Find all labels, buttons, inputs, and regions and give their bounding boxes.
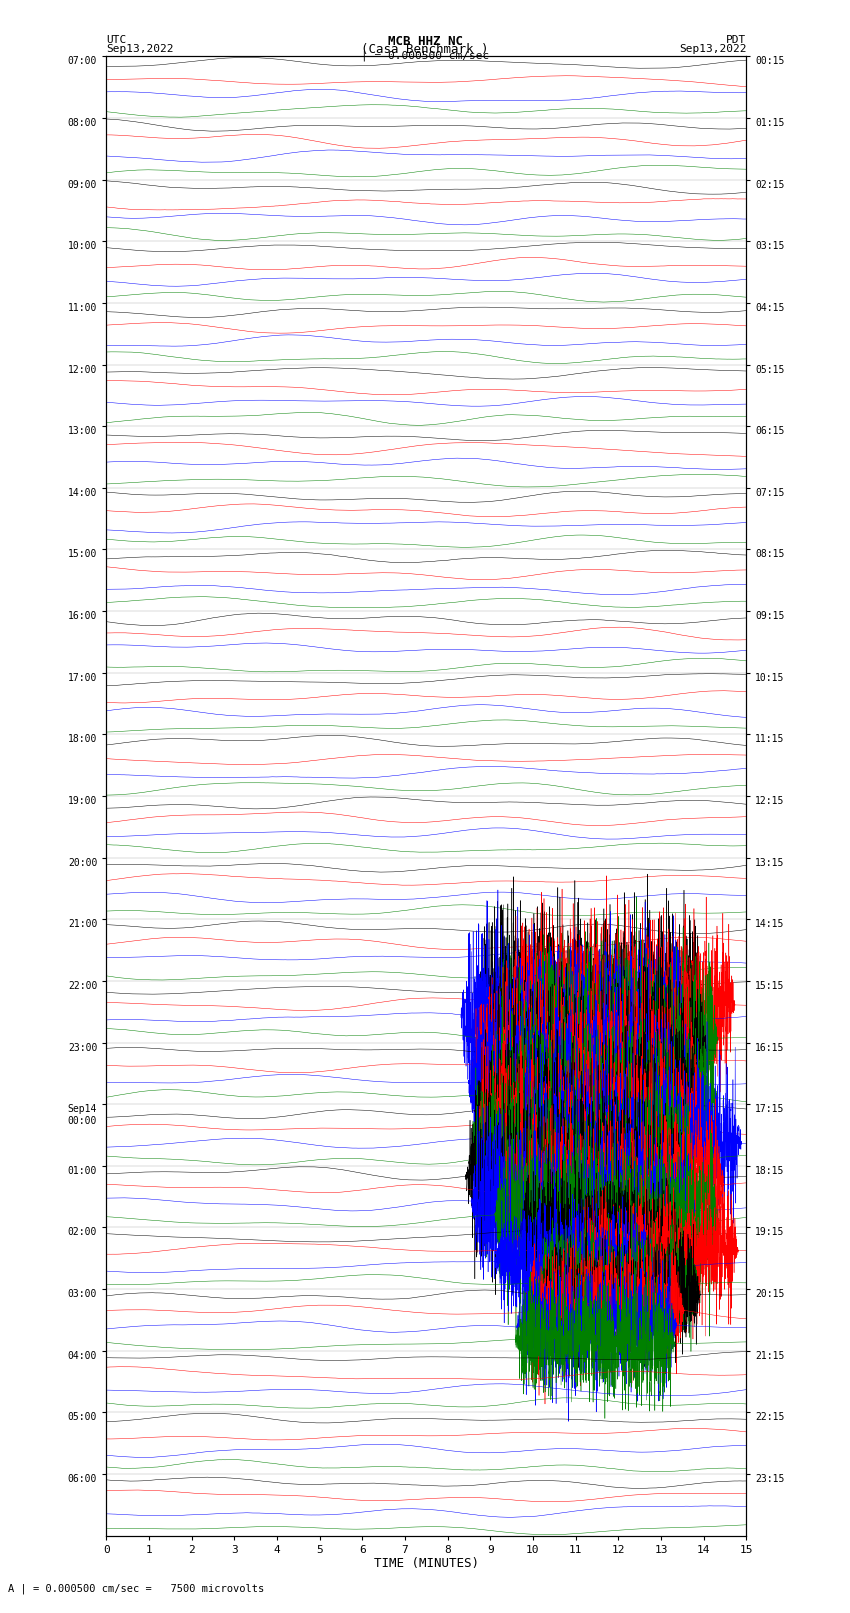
Text: Sep13,2022: Sep13,2022 — [106, 44, 173, 53]
Text: MCB HHZ NC: MCB HHZ NC — [388, 35, 462, 48]
Text: Sep13,2022: Sep13,2022 — [679, 44, 746, 53]
Text: UTC: UTC — [106, 35, 127, 45]
Text: | = 0.000500 cm/sec: | = 0.000500 cm/sec — [361, 50, 489, 61]
Text: PDT: PDT — [726, 35, 746, 45]
Text: A | = 0.000500 cm/sec =   7500 microvolts: A | = 0.000500 cm/sec = 7500 microvolts — [8, 1582, 264, 1594]
X-axis label: TIME (MINUTES): TIME (MINUTES) — [374, 1558, 479, 1571]
Text: (Casa Benchmark ): (Casa Benchmark ) — [361, 44, 489, 56]
